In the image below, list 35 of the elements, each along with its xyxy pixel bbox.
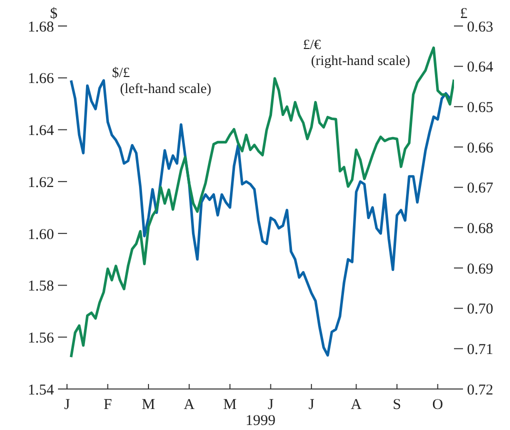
y-tick-label: 1.60 <box>28 226 54 243</box>
series-label: $/£ <box>112 66 131 82</box>
y-axis-title: $ <box>50 6 58 22</box>
text: £/€ <box>303 38 322 54</box>
x-tick-label: F <box>104 397 112 413</box>
y2-axis-title: £ <box>460 6 468 23</box>
y-tick-label: 1.54 <box>28 382 54 398</box>
y-tick-label: 1.62 <box>28 174 54 191</box>
y-tick-label: 1.66 <box>28 71 54 88</box>
y2-tick-label: 0.68 <box>467 220 494 237</box>
y2-tick-label: 0.63 <box>467 19 494 36</box>
y2-tick-label: 0.67 <box>467 180 494 197</box>
y-tick-label: 1.56 <box>28 330 54 346</box>
y2-tick-label: 0.69 <box>467 261 494 278</box>
y2-tick-label: 0.66 <box>467 140 494 156</box>
x-axis-title: 1999 <box>246 413 276 429</box>
y2-tick-label: 0.70 <box>467 302 494 318</box>
annotation: (right-hand scale) <box>311 54 410 70</box>
x-tick-label: A <box>184 397 195 413</box>
y-tick-label: 1.58 <box>28 278 54 295</box>
x-tick-label: J <box>308 397 314 413</box>
x-tick-label: M <box>223 397 237 413</box>
annotation: (left-hand scale) <box>120 82 212 98</box>
x-tick-label: A <box>350 397 362 413</box>
x-tick-label: M <box>142 397 156 413</box>
x-tick-label: J <box>268 397 274 413</box>
y2-tick-label: 0.71 <box>467 342 494 358</box>
y2-tick-label: 0.64 <box>467 60 494 76</box>
y2-tick-label: 0.72 <box>467 382 494 398</box>
y2-tick-label: 0.65 <box>467 100 494 116</box>
x-tick-label: O <box>432 397 444 413</box>
x-tick-label: J <box>64 397 70 413</box>
y-tick-label: 1.64 <box>28 123 54 140</box>
x-tick-label: S <box>392 397 402 413</box>
y-tick-label: 1.68 <box>28 19 54 36</box>
